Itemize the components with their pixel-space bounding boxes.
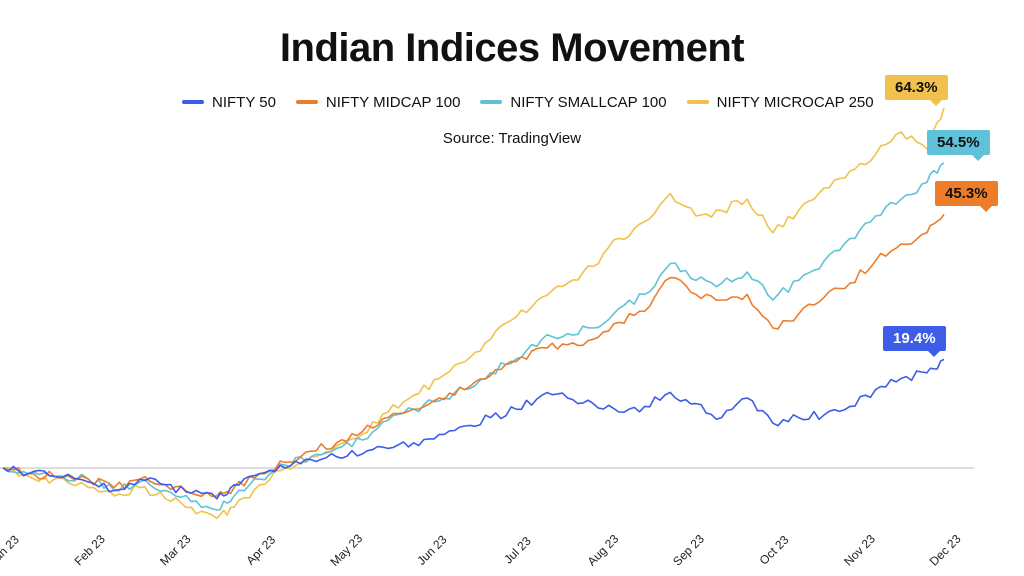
x-tick-label: Sep 23 xyxy=(670,532,707,569)
x-tick-label: Dec 23 xyxy=(927,532,964,569)
x-tick-label: May 23 xyxy=(327,531,365,569)
x-tick-label: Nov 23 xyxy=(841,532,878,569)
x-tick-label: Aug 23 xyxy=(585,532,622,569)
x-tick-label: Mar 23 xyxy=(157,532,194,569)
x-tick-label: Jun 23 xyxy=(414,532,450,568)
end-value-label: 19.4% xyxy=(883,326,946,358)
legend-item-smallcap100: NIFTY SMALLCAP 100 xyxy=(480,93,667,111)
x-tick-label: Jan 23 xyxy=(0,532,22,568)
legend-label: NIFTY MIDCAP 100 xyxy=(325,93,461,111)
chart-legend: NIFTY 50 NIFTY MIDCAP 100 NIFTY SMALLCAP… xyxy=(182,92,874,112)
x-tick-label: Oct 23 xyxy=(757,532,792,567)
x-tick-label: Jul 23 xyxy=(501,534,534,567)
series-line-nifty-midcap-100 xyxy=(2,213,945,498)
series-line-nifty-microcap-250 xyxy=(2,107,945,520)
x-tick-label: Apr 23 xyxy=(243,532,278,567)
legend-label: NIFTY SMALLCAP 100 xyxy=(510,93,667,111)
end-value-label: 64.3% xyxy=(885,74,948,106)
end-value-label: 45.3% xyxy=(935,181,998,213)
end-value-label: 54.5% xyxy=(927,129,990,161)
legend-swatch xyxy=(686,100,709,104)
legend-swatch xyxy=(295,100,318,104)
legend-swatch xyxy=(182,100,204,104)
chart-source: Source: TradingView xyxy=(442,130,582,147)
legend-item-microcap250: NIFTY MICROCAP 250 xyxy=(686,93,874,111)
series-line-nifty-smallcap-100 xyxy=(2,162,945,511)
legend-label: NIFTY 50 xyxy=(212,93,276,111)
legend-item-midcap100: NIFTY MIDCAP 100 xyxy=(295,93,461,111)
legend-swatch xyxy=(480,100,503,104)
chart-title: Indian Indices Movement xyxy=(279,26,745,70)
series-line-nifty-50 xyxy=(2,358,945,500)
x-tick-label: Feb 23 xyxy=(72,532,109,569)
legend-label: NIFTY MICROCAP 250 xyxy=(716,93,874,111)
legend-item-nifty50: NIFTY 50 xyxy=(182,94,276,111)
